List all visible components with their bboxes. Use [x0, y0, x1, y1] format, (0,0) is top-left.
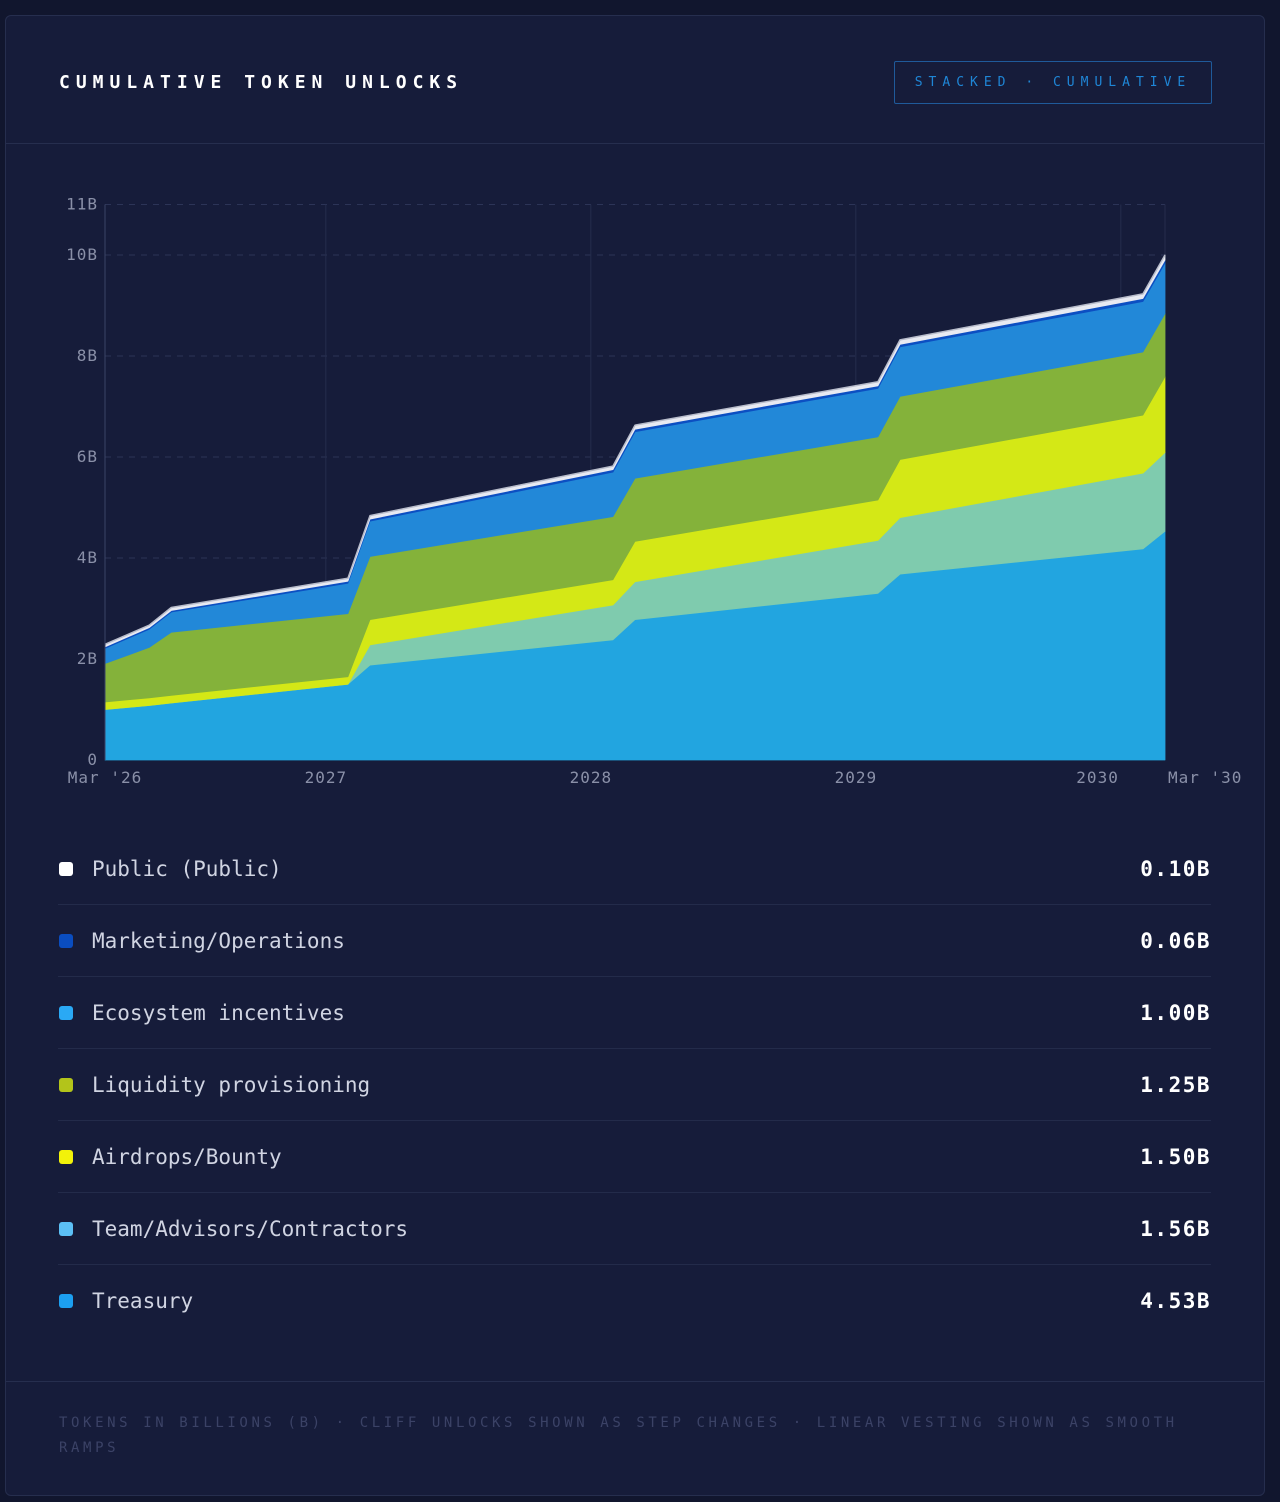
stacked-area-chart: 0 2B 4B 6B 8B 10B 11B Mar '26 2027 2028 2029 2030 Ma… — [66, 195, 1242, 788]
legend-swatch — [59, 1149, 73, 1164]
legend-swatch — [59, 1221, 73, 1236]
y-tick-label: 8B — [77, 346, 98, 365]
legend-value: 4.53B — [1140, 1289, 1211, 1313]
legend-label: Liquidity provisioning — [92, 1072, 371, 1097]
x-tick-label: 2030 — [1076, 768, 1119, 787]
legend-item: Ecosystem incentives 1.00B — [58, 977, 1211, 1049]
legend-swatch — [59, 1005, 73, 1020]
legend-item: Public (Public) 0.10B — [58, 833, 1211, 905]
legend-value: 0.06B — [1140, 928, 1211, 953]
legend-value: 0.10B — [1140, 856, 1211, 881]
legend-item: Liquidity provisioning 1.25B — [58, 1049, 1211, 1121]
legend-label: Public (Public) — [92, 856, 282, 881]
legend-item: Airdrops/Bounty 1.50B — [58, 1121, 1211, 1193]
mode-badge: STACKED · CUMULATIVE — [894, 61, 1212, 104]
legend-swatch — [59, 933, 73, 948]
legend-label: Team/Advisors/Contractors — [92, 1216, 409, 1241]
legend: Public (Public) 0.10B Marketing/Operation… — [58, 833, 1211, 1337]
legend-value: 1.56B — [1140, 1216, 1211, 1241]
chart-title: CUMULATIVE TOKEN UNLOCKS — [59, 72, 464, 93]
legend-label: Airdrops/Bounty — [92, 1144, 282, 1169]
y-tick-label: 4B — [77, 548, 98, 567]
legend-label: Treasury — [92, 1289, 194, 1313]
legend-label: Marketing/Operations — [92, 928, 345, 953]
legend-item: Marketing/Operations 0.06B — [58, 905, 1211, 977]
legend-item: Treasury 4.53B — [58, 1265, 1211, 1337]
footer-note: TOKENS IN BILLIONS (B) · CLIFF UNLOCKS S… — [59, 1415, 1178, 1456]
y-tick-label: 11B — [66, 195, 98, 214]
x-tick-label: 2029 — [835, 768, 878, 787]
legend-label: Ecosystem incentives — [92, 1000, 345, 1025]
footer-divider — [6, 1381, 1264, 1382]
header-divider — [6, 143, 1264, 144]
legend-item: Team/Advisors/Contractors 1.56B — [58, 1193, 1211, 1265]
legend-value: 1.00B — [1140, 1000, 1211, 1025]
x-tick-label: Mar '26 — [68, 768, 142, 787]
legend-value: 1.50B — [1140, 1144, 1211, 1169]
y-tick-label: 10B — [66, 245, 98, 264]
x-tick-label: Mar '30 — [1168, 768, 1242, 787]
y-tick-label: 6B — [77, 447, 98, 466]
x-tick-label: 2027 — [305, 768, 348, 787]
y-tick-label: 2B — [77, 649, 98, 668]
legend-value: 1.25B — [1140, 1072, 1211, 1097]
legend-swatch — [59, 1294, 73, 1308]
legend-swatch — [59, 861, 73, 876]
x-tick-label: 2028 — [570, 768, 613, 787]
y-tick-label: 0 — [87, 750, 98, 769]
total-outline — [104, 254, 1166, 646]
legend-swatch — [59, 1077, 73, 1092]
